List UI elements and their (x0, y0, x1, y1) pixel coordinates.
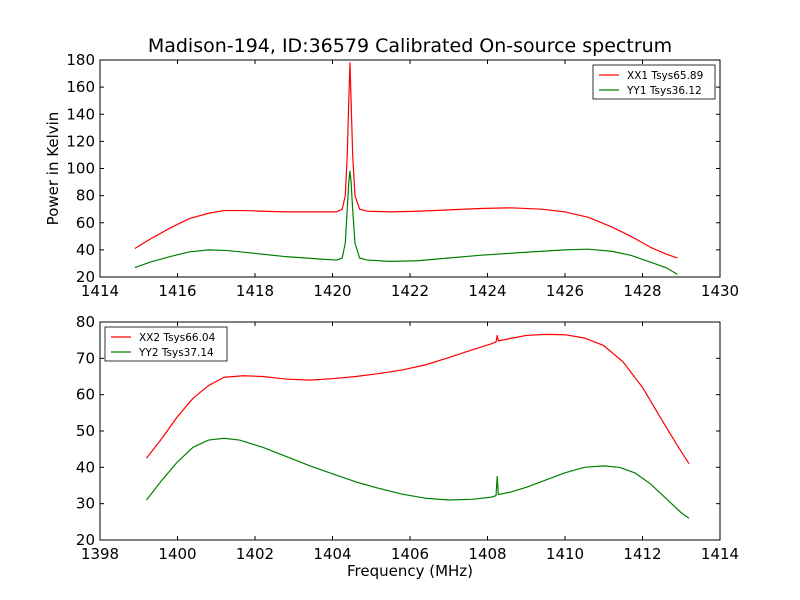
x-tick-label: 1414 (701, 545, 739, 563)
y-tick-label: 50 (76, 422, 95, 440)
legend-label: XX1 Tsys65.89 (627, 70, 703, 82)
y-tick-label: 30 (76, 495, 95, 513)
legend-label: XX2 Tsys66.04 (139, 332, 216, 344)
y-tick-label: 60 (76, 386, 95, 404)
series-line-1-1 (134, 62, 678, 259)
y-axis-label: Power in Kelvin (44, 112, 62, 226)
y-tick-label: 120 (66, 132, 95, 150)
x-tick-label: 1414 (81, 282, 119, 300)
x-axis-label: Frequency (MHz) (347, 562, 473, 580)
x-tick-label: 1428 (623, 282, 661, 300)
legend-box (104, 326, 228, 362)
x-tick-label: 1430 (701, 282, 739, 300)
x-tick-label: 1410 (546, 545, 584, 563)
y-tick-label: 140 (66, 105, 95, 123)
x-tick-label: 1426 (546, 282, 584, 300)
bottom-panel: 1398 1400 1402 1404 1406 1408 1410 1412 1414 20 30… (76, 313, 739, 580)
x-tick-label: 1418 (236, 282, 274, 300)
x-tick-label: 1398 (81, 545, 119, 563)
x-tick-label: 1416 (158, 282, 196, 300)
chart-title: Madison-194, ID:36579 Calibrated On-sour… (148, 35, 672, 57)
y-tick-label: 160 (66, 78, 95, 96)
series-line-2-2 (146, 437, 690, 519)
y-tick-label: 80 (76, 187, 95, 205)
y-tick-label: 20 (76, 268, 95, 286)
x-tick-label: 1404 (313, 545, 351, 563)
series-line-1-2 (134, 170, 678, 275)
x-tick-label: 1422 (391, 282, 429, 300)
y-tick-label: 60 (76, 214, 95, 232)
y-tick-label: 40 (76, 241, 95, 259)
top-panel: 1414 1416 1418 1420 1422 1424 1426 1428 1430 20 40… (44, 51, 739, 300)
y-tick-label: 20 (76, 531, 95, 549)
x-tick-label: 1424 (468, 282, 506, 300)
x-tick-label: 1412 (623, 545, 661, 563)
x-tick-label: 1402 (236, 545, 274, 563)
x-tick-label: 1420 (313, 282, 351, 300)
x-tick-label: 1400 (158, 545, 196, 563)
y-tick-label: 180 (66, 51, 95, 69)
series-line-2-1 (146, 333, 690, 465)
legend-box (592, 64, 716, 100)
x-tick-label: 1408 (468, 545, 506, 563)
legend: XX1 Tsys65.89 YY1 Tsys36.12 (592, 64, 716, 100)
y-tick-label: 80 (76, 313, 95, 331)
legend-label: YY1 Tsys36.12 (626, 85, 702, 97)
x-tick-label: 1406 (391, 545, 429, 563)
legend: XX2 Tsys66.04 YY2 Tsys37.14 (104, 326, 228, 362)
y-tick-label: 40 (76, 458, 95, 476)
y-tick-label: 100 (66, 160, 95, 178)
y-tick-label: 70 (76, 349, 95, 367)
legend-label: YY2 Tsys37.14 (138, 347, 214, 359)
